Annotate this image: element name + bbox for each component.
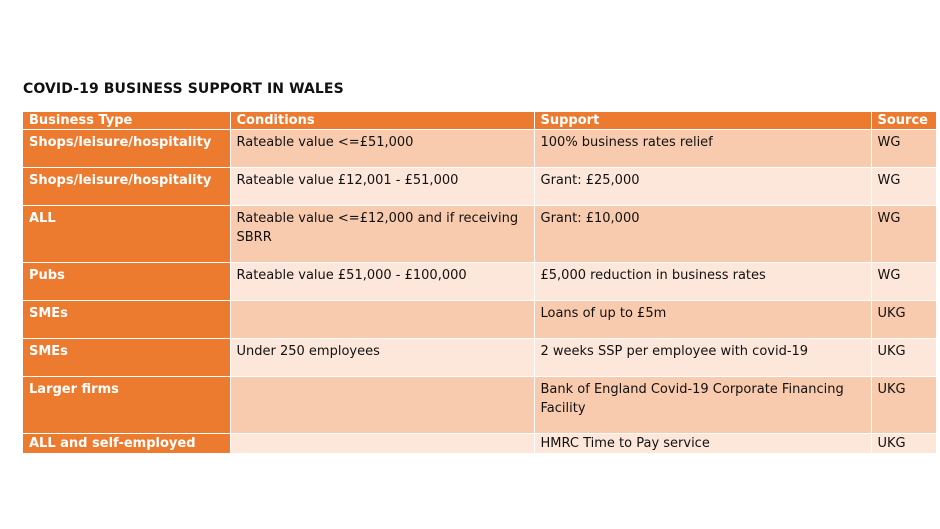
header-source: Source — [871, 112, 937, 130]
cell-source: UKG — [871, 338, 937, 377]
cell-conditions: Rateable value £51,000 - £100,000 — [230, 262, 535, 301]
table-row: ALL and self-employed HMRC Time to Pay s… — [23, 433, 937, 454]
header-support: Support — [534, 112, 872, 130]
cell-business-type: ALL — [23, 205, 231, 263]
cell-business-type: SMEs — [23, 300, 231, 339]
page-title: COVID-19 BUSINESS SUPPORT IN WALES — [23, 81, 344, 97]
cell-support: Grant: £25,000 — [534, 167, 872, 206]
cell-support: 2 weeks SSP per employee with covid-19 — [534, 338, 872, 377]
table-row: SMEs Loans of up to £5m UKG — [23, 300, 937, 339]
table-row: ALL Rateable value <=£12,000 and if rece… — [23, 205, 937, 263]
cell-source: UKG — [871, 376, 937, 434]
cell-support: Loans of up to £5m — [534, 300, 872, 339]
cell-business-type: Pubs — [23, 262, 231, 301]
cell-support: Grant: £10,000 — [534, 205, 872, 263]
cell-business-type: ALL and self-employed — [23, 433, 231, 454]
table-row: Shops/leisure/hospitality Rateable value… — [23, 129, 937, 168]
cell-source: UKG — [871, 300, 937, 339]
cell-business-type: SMEs — [23, 338, 231, 377]
table-row: Shops/leisure/hospitality Rateable value… — [23, 167, 937, 206]
cell-support: £5,000 reduction in business rates — [534, 262, 872, 301]
cell-business-type: Shops/leisure/hospitality — [23, 167, 231, 206]
header-conditions: Conditions — [230, 112, 535, 130]
cell-source: UKG — [871, 433, 937, 454]
cell-support: HMRC Time to Pay service — [534, 433, 872, 454]
cell-source: WG — [871, 262, 937, 301]
cell-conditions: Rateable value £12,001 - £51,000 — [230, 167, 535, 206]
cell-conditions: Under 250 employees — [230, 338, 535, 377]
header-business-type: Business Type — [23, 112, 231, 130]
table-row: Pubs Rateable value £51,000 - £100,000 £… — [23, 262, 937, 301]
cell-conditions: Rateable value <=£51,000 — [230, 129, 535, 168]
table-row: Larger firms Bank of England Covid-19 Co… — [23, 376, 937, 434]
support-table: Business Type Conditions Support Source … — [23, 112, 937, 454]
cell-support: Bank of England Covid-19 Corporate Finan… — [534, 376, 872, 434]
cell-conditions — [230, 300, 535, 339]
cell-source: WG — [871, 167, 937, 206]
cell-source: WG — [871, 129, 937, 168]
cell-source: WG — [871, 205, 937, 263]
cell-conditions — [230, 433, 535, 454]
table-row: SMEs Under 250 employees 2 weeks SSP per… — [23, 338, 937, 377]
table-header-row: Business Type Conditions Support Source — [23, 112, 937, 130]
cell-business-type: Shops/leisure/hospitality — [23, 129, 231, 168]
cell-conditions: Rateable value <=£12,000 and if receivin… — [230, 205, 535, 263]
cell-support: 100% business rates relief — [534, 129, 872, 168]
cell-business-type: Larger firms — [23, 376, 231, 434]
cell-conditions — [230, 376, 535, 434]
